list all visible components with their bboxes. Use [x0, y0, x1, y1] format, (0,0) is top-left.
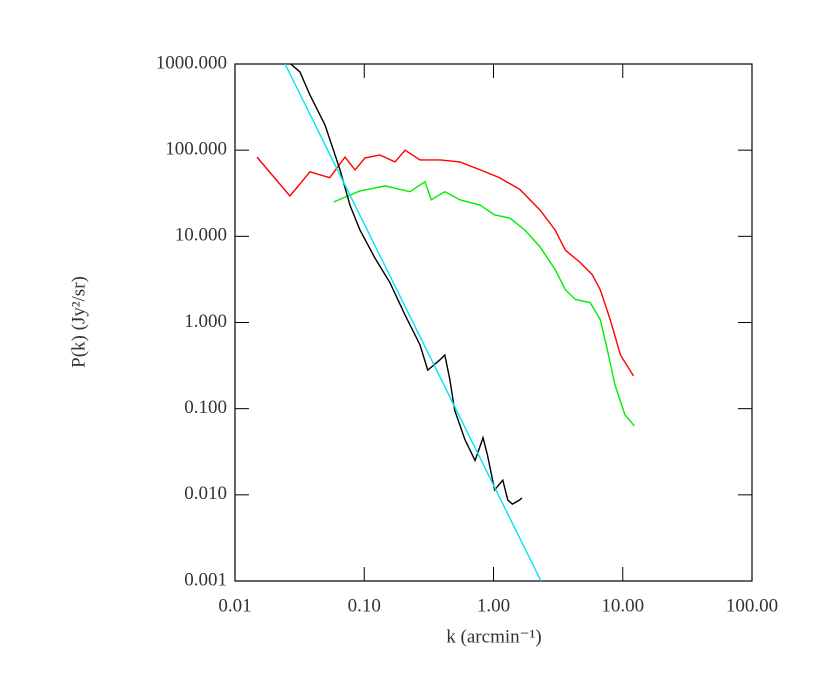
y-axis-label: P(k) (Jy²/sr) — [68, 276, 89, 368]
x-axis-label: k (arcmin⁻¹) — [446, 626, 541, 647]
y-tick-label: 100.000 — [165, 139, 227, 160]
x-tick-label: 100.00 — [726, 595, 778, 616]
x-tick-label: 1.00 — [477, 595, 510, 616]
x-tick-label: 10.00 — [601, 595, 644, 616]
y-tick-label: 10.000 — [175, 225, 227, 246]
data-line — [333, 180, 635, 427]
y-tick-label: 0.100 — [184, 397, 227, 418]
data-line — [290, 64, 523, 505]
x-tick-label: 0.01 — [218, 595, 251, 616]
y-tick-label: 1.000 — [184, 311, 227, 332]
plot-frame — [234, 63, 753, 582]
y-tick-label: 0.001 — [184, 569, 227, 590]
y-tick-label: 1000.000 — [156, 52, 227, 73]
data-line — [256, 149, 635, 377]
data-line — [284, 64, 542, 581]
y-tick-label: 0.010 — [184, 483, 227, 504]
x-tick-label: 0.10 — [348, 595, 381, 616]
